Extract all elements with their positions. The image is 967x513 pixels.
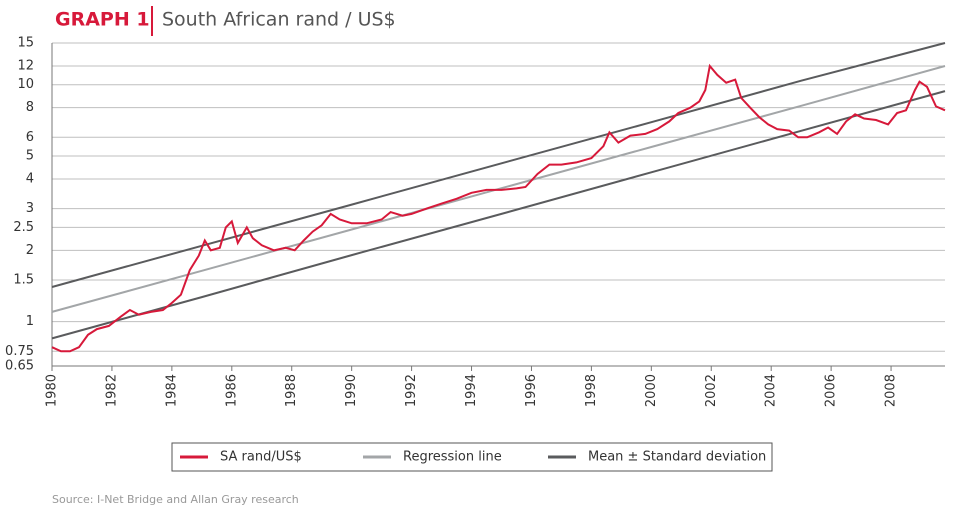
y-tick-label: 15 — [17, 36, 34, 51]
y-tick-label: 2 — [26, 243, 34, 258]
x-tick-label: 2006 — [824, 374, 839, 407]
x-tick-label: 1988 — [284, 374, 299, 407]
graph-label: GRAPH 1 — [55, 9, 150, 31]
x-tick-label: 1980 — [45, 374, 60, 407]
chart-title: South African rand / US$ — [162, 9, 396, 31]
y-tick-label: 1 — [26, 314, 34, 329]
x-tick-label: 1990 — [344, 374, 359, 407]
y-tick-label: 10 — [17, 77, 34, 92]
x-tick-label: 1996 — [524, 374, 539, 407]
x-tick-label: 1986 — [224, 374, 239, 407]
legend-label: Mean ± Standard deviation — [588, 450, 766, 465]
legend-box — [171, 442, 773, 472]
y-tick-label: 5 — [26, 149, 34, 164]
y-tick-label: 4 — [26, 172, 34, 187]
legend-label: SA rand/US$ — [220, 450, 302, 465]
x-tick-label: 1982 — [104, 374, 119, 407]
x-tick-label: 2004 — [764, 374, 779, 407]
source-note: Source: I-Net Bridge and Allan Gray rese… — [52, 493, 299, 506]
y-tick-label: 3 — [26, 201, 34, 216]
x-tick-label: 2002 — [704, 374, 719, 407]
x-tick-label: 1998 — [584, 374, 599, 407]
y-tick-label: 0.65 — [5, 359, 34, 374]
series-line — [51, 65, 946, 313]
y-tick-label: 1.5 — [13, 272, 34, 287]
x-tick-label: 2008 — [884, 374, 899, 407]
legend-label: Regression line — [403, 450, 502, 465]
series-line — [51, 63, 946, 353]
y-tick-label: 2.5 — [13, 220, 34, 235]
x-tick-label: 2000 — [644, 374, 659, 407]
x-tick-label: 1992 — [404, 374, 419, 407]
x-tick-label: 1994 — [464, 374, 479, 407]
y-tick-label: 8 — [26, 100, 34, 115]
x-tick-label: 1984 — [164, 374, 179, 407]
y-tick-label: 0.75 — [5, 344, 34, 359]
series-line — [51, 90, 946, 340]
y-tick-label: 12 — [17, 58, 34, 73]
y-tick-label: 6 — [26, 130, 34, 145]
